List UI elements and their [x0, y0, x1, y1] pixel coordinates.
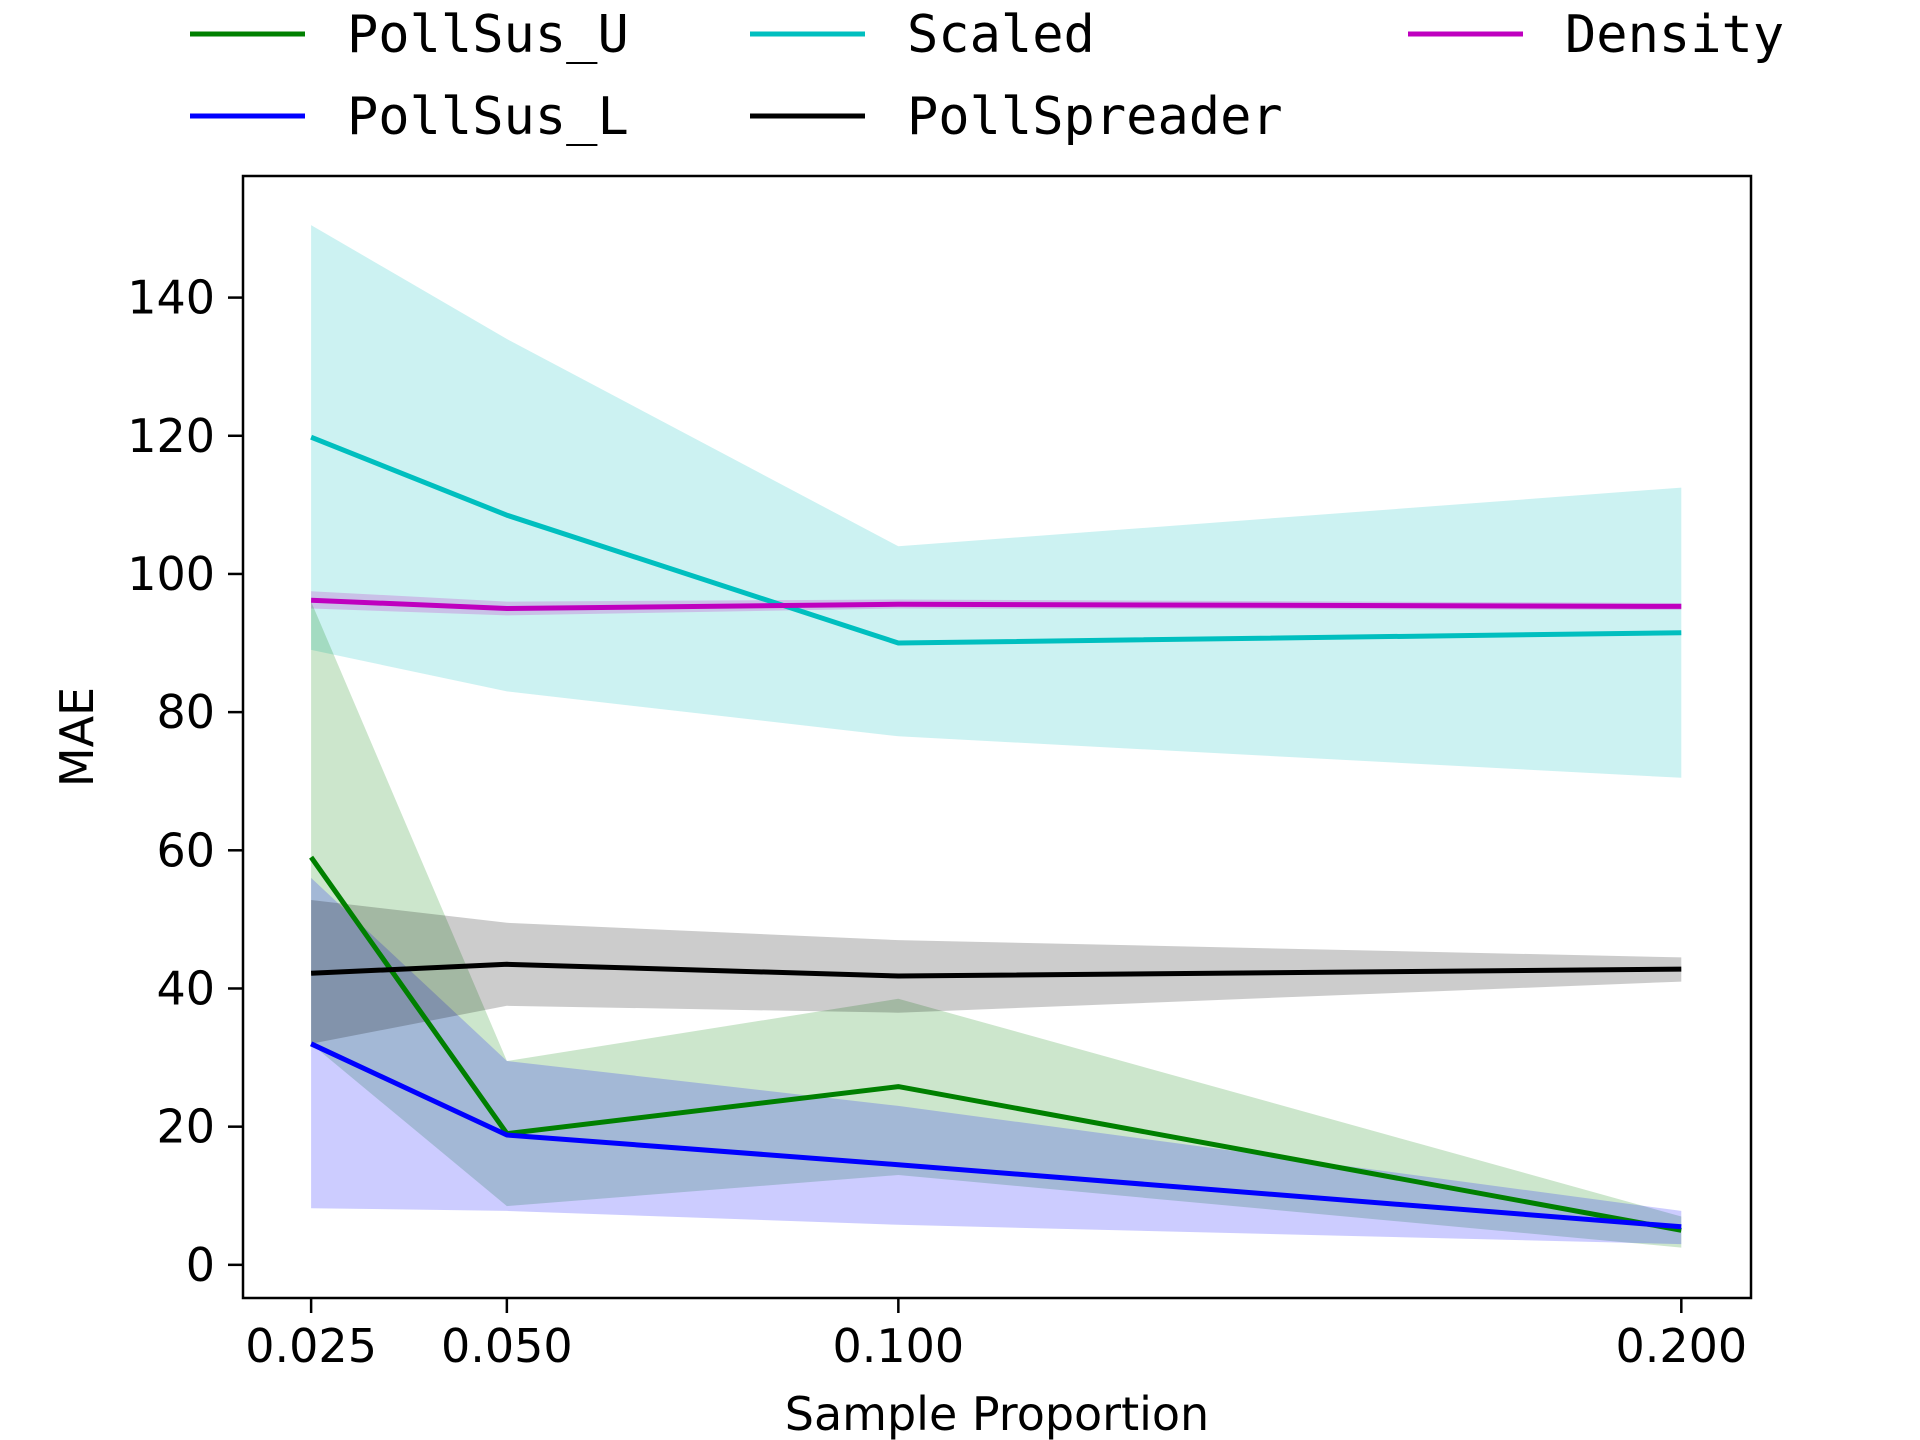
series-lines — [309, 434, 1682, 1233]
legend-label-pollspreader: PollSpreader — [907, 87, 1283, 147]
line-pollspreader — [310, 961, 1682, 979]
x-tick-label: 0.025 — [245, 1319, 377, 1373]
line-scaled — [310, 434, 1682, 646]
confidence-bands — [311, 225, 1682, 1248]
legend: PollSus_U Scaled Density PollSus_L PollSprea… — [190, 5, 1784, 147]
legend-label-pollsus-u: PollSus_U — [347, 5, 629, 65]
y-axis-label: MAE — [50, 687, 104, 787]
y-tick-label: 20 — [156, 1100, 215, 1154]
y-tick-label: 40 — [156, 961, 215, 1015]
x-axis: 0.025 0.050 0.100 0.200 — [245, 1298, 1747, 1373]
y-tick-label: 100 — [127, 547, 215, 601]
line-density — [310, 597, 1682, 611]
y-tick-label: 60 — [156, 823, 215, 877]
legend-label-density: Density — [1565, 5, 1784, 65]
legend-label-pollsus-l: PollSus_L — [347, 87, 629, 147]
band-pollsus-l — [311, 877, 1682, 1245]
x-axis-label: Sample Proportion — [785, 1387, 1209, 1440]
x-tick-label: 0.200 — [1615, 1319, 1747, 1373]
y-tick-label: 120 — [127, 409, 215, 463]
y-tick-label: 80 — [156, 685, 215, 739]
x-tick-label: 0.050 — [441, 1319, 573, 1373]
legend-label-scaled: Scaled — [907, 5, 1095, 65]
y-tick-label: 140 — [127, 271, 215, 325]
band-scaled — [311, 225, 1682, 778]
line-pollsus-l — [310, 1041, 1682, 1230]
x-tick-label: 0.100 — [832, 1319, 964, 1373]
band-pollsus-u — [311, 601, 1682, 1248]
line-pollsus-u — [309, 855, 1682, 1233]
y-axis: 0 20 40 60 80 100 120 140 — [127, 271, 243, 1292]
band-pollspreader — [311, 900, 1682, 1044]
y-tick-label: 0 — [186, 1238, 215, 1292]
plot-frame — [241, 174, 1753, 1300]
